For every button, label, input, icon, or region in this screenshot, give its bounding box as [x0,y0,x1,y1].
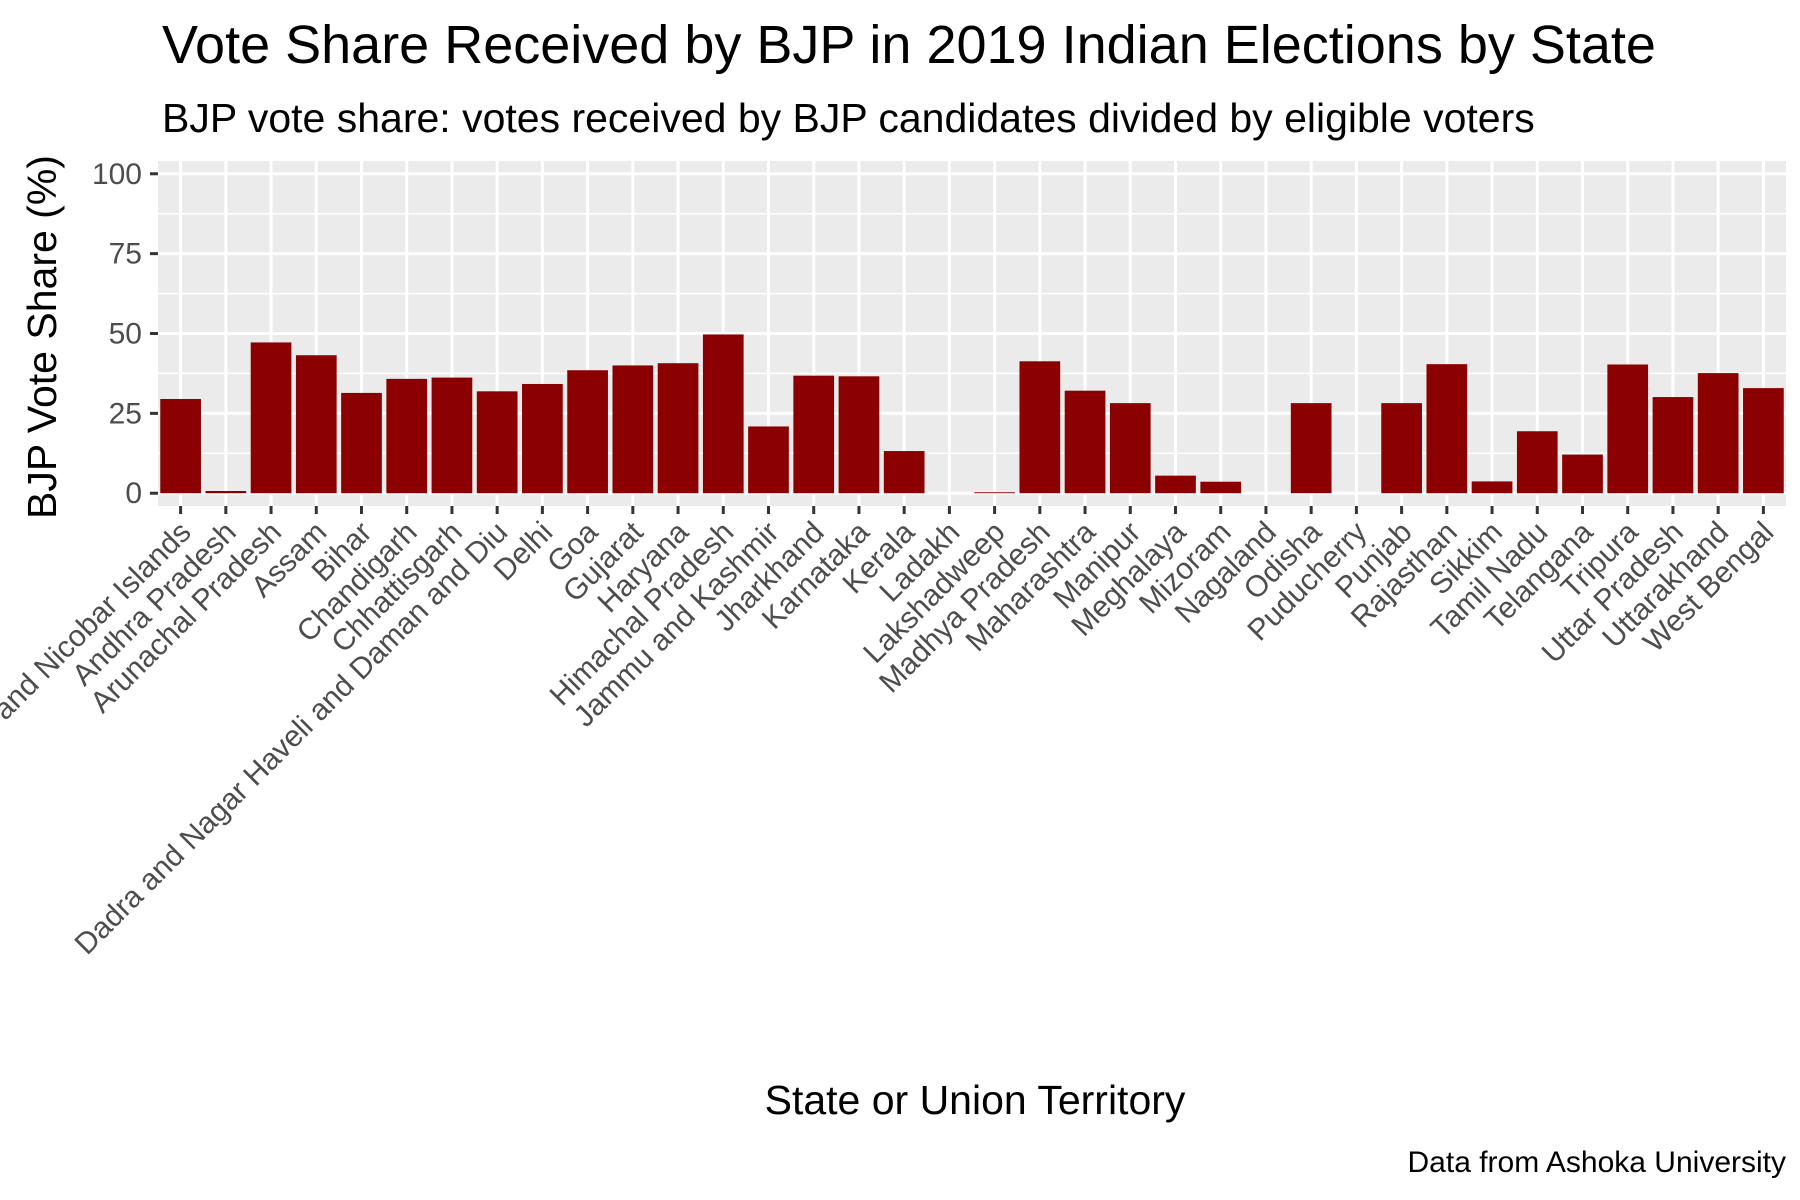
bar-himachal-pradesh [702,334,744,494]
y-tick-label: 50 [109,318,142,351]
bar-andaman-and-nicobar-islands [160,398,201,494]
bar-jharkhand [793,375,835,494]
bar-punjab [1381,403,1422,494]
bar-karnataka [838,376,880,494]
bar-manipur [1109,403,1151,494]
bar-haryana [657,363,699,494]
x-axis-title: State or Union Territory [765,1077,1186,1123]
bar-mizoram [1200,481,1242,494]
bar-jammu-and-kashmir [748,426,789,494]
bar-madhya-pradesh [1019,361,1061,494]
chart-title: Vote Share Received by BJP in 2019 India… [162,15,1656,75]
bar-uttar-pradesh [1652,397,1694,494]
bar-uttarakhand [1697,373,1739,494]
bar-lakshadweep [974,492,1015,494]
bar-andhra-pradesh [205,490,247,494]
bar-sikkim [1471,481,1513,494]
bar-arunachal-pradesh [250,342,292,494]
y-axis-title: BJP Vote Share (%) [19,155,65,519]
bar-assam [295,355,337,494]
chart-caption: Data from Ashoka University [1408,1146,1786,1179]
bar-bihar [341,392,382,494]
y-tick-label: 75 [109,238,142,271]
y-tick-label: 100 [92,158,142,191]
y-tick-label: 0 [125,477,142,510]
bar-meghalaya [1155,475,1196,494]
bar-gujarat [612,365,654,494]
bar-rajasthan [1426,364,1468,494]
bar-tamil-nadu [1516,431,1558,494]
bar-west-bengal [1743,388,1784,494]
y-tick-label: 25 [109,397,142,430]
chart-subtitle: BJP vote share: votes received by BJP ca… [162,95,1535,141]
bar-chandigarh [386,378,428,494]
bar-telangana [1562,454,1603,494]
bar-kerala [883,451,925,494]
bar-chhattisgarh [431,377,473,494]
bar-dadra-and-nagar-haveli-and-daman-and-diu [476,391,518,494]
bar-goa [567,370,608,494]
bar-delhi [522,383,563,494]
bar-odisha [1290,403,1332,494]
bar-maharashtra [1064,390,1106,494]
bar-tripura [1607,364,1649,494]
